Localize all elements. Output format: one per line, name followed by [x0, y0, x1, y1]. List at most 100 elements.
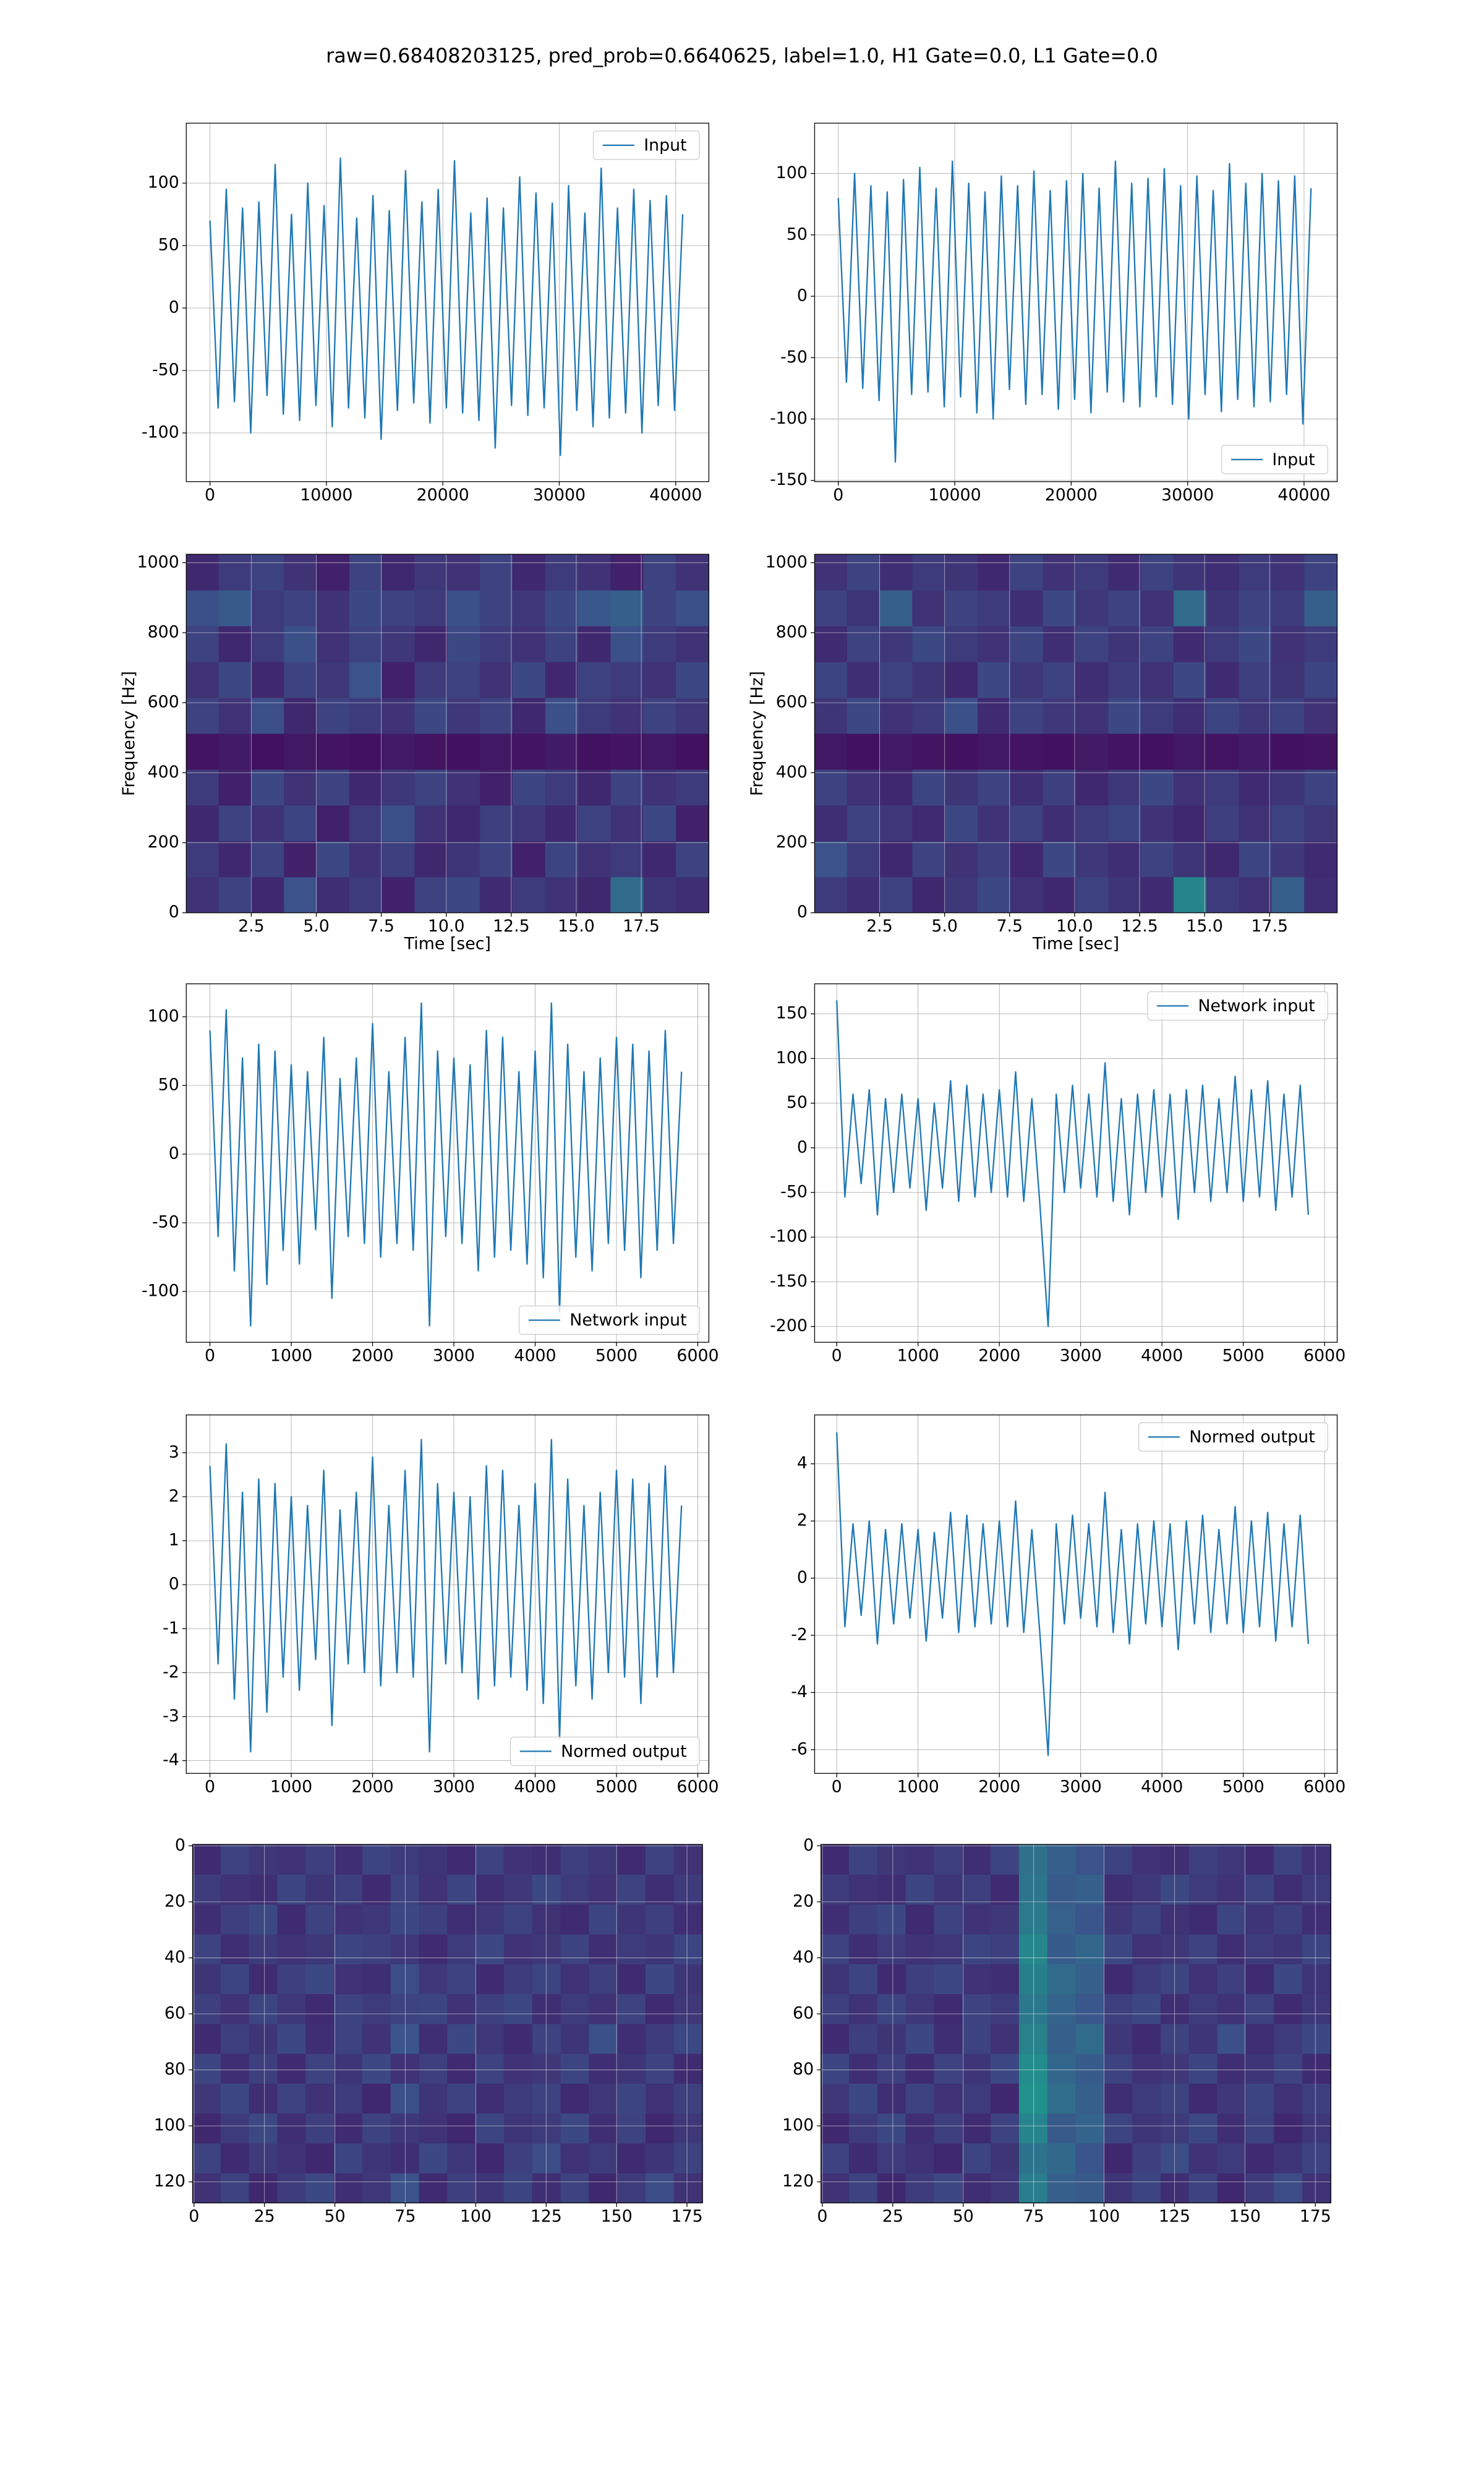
- heatmap-cell: [643, 589, 677, 627]
- heatmap-cell: [1302, 1873, 1331, 1905]
- heatmap-cell: [1104, 2142, 1133, 2173]
- heatmap-cell: [646, 1963, 675, 1995]
- heatmap-cell: [503, 1993, 533, 2024]
- heatmap-cell: [305, 2113, 335, 2144]
- heatmap-cell: [362, 1904, 391, 1935]
- heatmap-cell: [848, 1873, 878, 1905]
- heatmap-cell: [419, 2053, 448, 2084]
- x-tick-label: 7.5: [368, 917, 394, 936]
- heatmap-cell: [186, 661, 220, 698]
- heatmap-cell: [218, 733, 252, 770]
- heatmap-cell: [962, 2172, 992, 2203]
- y-tick-label: 100: [148, 173, 179, 192]
- heatmap-cell: [578, 876, 612, 913]
- plot-area: [814, 123, 1337, 482]
- heatmap-cell: [1188, 1904, 1218, 1935]
- heatmap-cell: [1132, 2053, 1161, 2084]
- heatmap-cell: [475, 1993, 505, 2024]
- heatmap-cell: [1010, 697, 1044, 734]
- heatmap-cell: [447, 589, 481, 627]
- heatmap-cell: [1075, 697, 1109, 734]
- y-tick-label: 80: [164, 2060, 186, 2079]
- y-tick-label: 100: [154, 2116, 186, 2135]
- heatmap-cell: [480, 733, 513, 770]
- heatmap-cell: [848, 2113, 878, 2144]
- heatmap-cell: [617, 1993, 647, 2024]
- legend-box: [510, 1736, 700, 1766]
- heatmap-cell: [305, 2082, 335, 2114]
- heatmap-cell: [1173, 589, 1207, 627]
- heatmap-cell: [912, 805, 946, 842]
- heatmap-cell: [560, 1933, 590, 1964]
- y-tick-label: -4: [163, 1750, 179, 1770]
- heatmap-cell: [1274, 1993, 1303, 2024]
- signal-line: [836, 1432, 1310, 1757]
- heatmap-cell: [447, 2053, 477, 2084]
- heatmap-cell: [382, 805, 416, 842]
- heatmap-cell: [1274, 2023, 1303, 2054]
- y-tick-label: 50: [158, 236, 179, 255]
- heatmap-cell: [1173, 554, 1207, 591]
- heatmap-cell: [962, 1933, 992, 1964]
- y-tick-label: -2: [791, 1625, 808, 1644]
- heatmap-cell: [676, 625, 709, 662]
- heatmap-cell: [317, 554, 350, 591]
- heatmap-cell: [251, 733, 285, 770]
- heatmap-cell: [978, 589, 1011, 627]
- heatmap-cell: [305, 1963, 335, 1995]
- heatmap-cell: [251, 805, 285, 842]
- plot-area: [186, 1415, 709, 1774]
- x-tick-label: 4000: [1141, 1346, 1183, 1366]
- x-tick-label: 50: [953, 2207, 974, 2226]
- heatmap-cell: [617, 2142, 647, 2173]
- heatmap-cell: [277, 1933, 307, 1964]
- heatmap-cell: [186, 554, 220, 591]
- heatmap-cell: [186, 805, 220, 842]
- y-tick-label: -50: [780, 348, 808, 367]
- heatmap-cell: [218, 841, 252, 878]
- heatmap-cell: [821, 2113, 850, 2144]
- heatmap-cell: [349, 697, 383, 734]
- heatmap-cell: [218, 876, 252, 913]
- heatmap-cell: [821, 1933, 850, 1964]
- subplot: 0 1000 2000 3000 4000 5000 6000 -4 -3 -2 -1 0 1 2 3 Nor…: [163, 1415, 719, 1797]
- subplot: 0 25 50 75 100 125 150 175 0 20 40 60 80 100 120: [154, 1836, 703, 2226]
- heatmap-cell: [382, 589, 416, 627]
- heatmap-cell: [846, 805, 881, 842]
- legend-label: Network input: [569, 1311, 686, 1330]
- heatmap-cell: [877, 2023, 906, 2054]
- heatmap-cell: [1108, 661, 1142, 698]
- heatmap-cell: [589, 2082, 618, 2114]
- heatmap-cell: [532, 1993, 561, 2024]
- heatmap-cell: [617, 1873, 647, 1905]
- heatmap-cell: [334, 2142, 363, 2173]
- heatmap-cell: [848, 2142, 878, 2173]
- heatmap-cell: [814, 876, 848, 913]
- heatmap-cell: [848, 1963, 878, 1995]
- heatmap-cell: [1245, 2023, 1275, 2054]
- heatmap-cell: [1271, 589, 1305, 627]
- heatmap-cell: [1217, 1933, 1247, 1964]
- heatmap-cell: [1010, 769, 1044, 806]
- heatmap-cell: [879, 841, 913, 878]
- x-tick-label: 30000: [533, 486, 586, 505]
- heatmap-cell: [846, 589, 881, 627]
- heatmap-cell: [192, 2142, 221, 2173]
- heatmap-cell: [192, 1844, 221, 1875]
- heatmap-cell: [249, 2113, 278, 2144]
- heatmap-cell: [1132, 1993, 1161, 2024]
- heatmap-cell: [480, 589, 513, 627]
- heatmap-cell: [414, 876, 448, 913]
- heatmap-cell: [676, 697, 709, 734]
- heatmap-cell: [1010, 661, 1044, 698]
- heatmap-cell: [912, 697, 946, 734]
- heatmap-cell: [284, 805, 318, 842]
- heatmap-cell: [848, 2053, 878, 2084]
- plot-area: [192, 1844, 703, 2203]
- heatmap-cell: [934, 2142, 963, 2173]
- x-tick-label: 0: [205, 486, 215, 505]
- heatmap-cell: [1047, 2023, 1077, 2054]
- heatmap-cell: [991, 2053, 1020, 2084]
- heatmap-cell: [1274, 1904, 1303, 1935]
- heatmap-cell: [284, 554, 318, 591]
